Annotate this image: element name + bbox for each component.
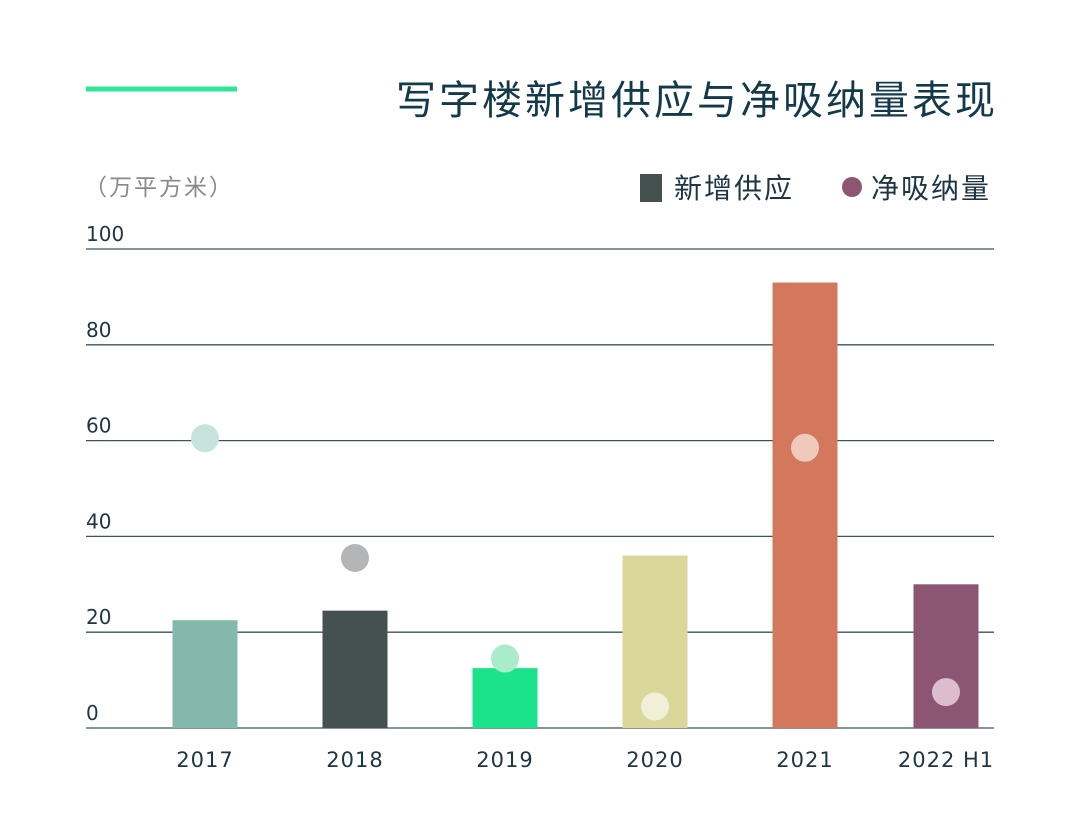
point-2022-h1 bbox=[932, 678, 960, 707]
x-tick-label: 2020 bbox=[626, 748, 683, 772]
bar-2021 bbox=[772, 282, 838, 728]
legend-label-absorption: 净吸纳量 bbox=[871, 172, 991, 205]
bars-new-supply bbox=[172, 282, 979, 728]
legend-label-supply: 新增供应 bbox=[674, 172, 794, 205]
bar-2018 bbox=[322, 610, 388, 728]
x-tick-label: 2017 bbox=[176, 748, 233, 772]
legend-swatch-absorption bbox=[842, 177, 862, 197]
legend-swatch-supply bbox=[640, 174, 662, 202]
x-axis-ticks: 2017 2018 2019 2020 2021 2022 H1 bbox=[176, 748, 994, 772]
point-2021 bbox=[791, 433, 819, 462]
point-2019 bbox=[491, 644, 519, 673]
unit-label: （万平方米） bbox=[84, 175, 234, 201]
y-axis-ticks: 0 20 40 60 80 100 bbox=[86, 222, 124, 725]
point-2020 bbox=[641, 692, 669, 721]
y-tick-label: 80 bbox=[86, 318, 111, 342]
bar-2019 bbox=[472, 668, 538, 728]
point-2018 bbox=[341, 543, 369, 572]
bar-2017 bbox=[172, 620, 238, 728]
x-tick-label: 2018 bbox=[326, 748, 383, 772]
legend: 新增供应 净吸纳量 bbox=[640, 172, 991, 205]
x-tick-label: 2019 bbox=[476, 748, 533, 772]
x-tick-label: 2021 bbox=[776, 748, 833, 772]
y-tick-label: 0 bbox=[86, 701, 99, 725]
x-tick-label: 2022 H1 bbox=[898, 748, 994, 772]
chart-title: 写字楼新增供应与净吸纳量表现 bbox=[396, 78, 998, 124]
y-tick-label: 40 bbox=[86, 509, 111, 533]
y-tick-label: 100 bbox=[86, 222, 124, 246]
y-tick-label: 20 bbox=[86, 605, 111, 629]
bar-2022-h1 bbox=[913, 584, 979, 728]
y-tick-label: 60 bbox=[86, 414, 111, 438]
point-2017 bbox=[191, 424, 219, 453]
points-net-absorption bbox=[191, 424, 960, 721]
